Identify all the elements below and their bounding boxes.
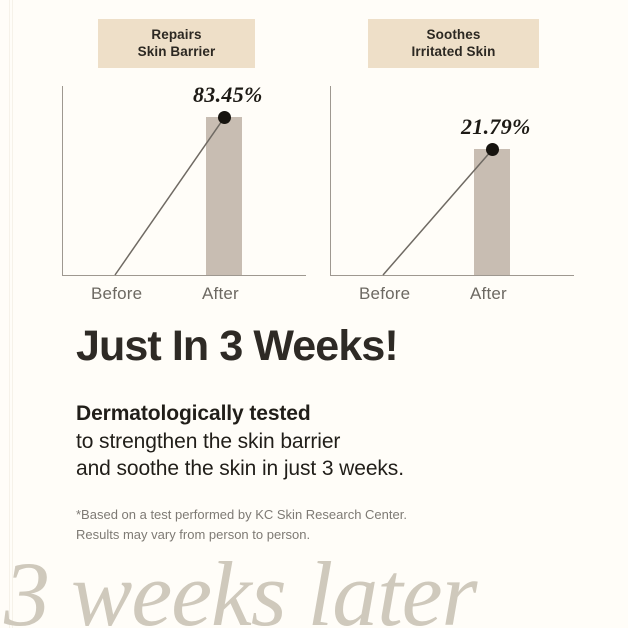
- page-headline: Just In 3 Weeks!: [76, 322, 399, 370]
- chart-plot-area: 21.79% Before After: [326, 84, 574, 303]
- bar-after: [206, 116, 242, 275]
- benefit-badge-line1: Repairs: [151, 27, 202, 42]
- body-copy-line3: and soothe the skin in just 3 weeks.: [76, 457, 404, 480]
- value-marker-dot: [218, 111, 231, 124]
- benefit-badge-soothes: Soothes Irritated Skin: [368, 19, 539, 68]
- disclaimer-line2: Results may vary from person to person.: [76, 527, 311, 542]
- x-tick-before: Before: [359, 284, 411, 303]
- chart-plot-area: 83.45% Before After: [58, 82, 306, 303]
- trend-line: [114, 117, 225, 276]
- disclaimer-line1: *Based on a test performed by KC Skin Re…: [76, 507, 407, 522]
- bar-after: [474, 148, 510, 275]
- x-axis-line: [62, 274, 306, 276]
- value-label-after: 21.79%: [461, 114, 531, 139]
- trend-line: [382, 149, 493, 276]
- benefit-badge-line1: Soothes: [426, 27, 481, 42]
- edge-artifact-line: [12, 0, 13, 628]
- y-axis-line: [330, 86, 332, 276]
- x-tick-after: After: [202, 284, 239, 303]
- body-copy-line1: Dermatologically tested: [76, 402, 311, 425]
- x-tick-after: After: [470, 284, 507, 303]
- x-tick-before: Before: [91, 284, 143, 303]
- disclaimer: *Based on a test performed by KC Skin Re…: [76, 505, 407, 545]
- benefit-badge-line2: Skin Barrier: [137, 44, 216, 59]
- watermark-text: 3 weeks later: [4, 543, 477, 628]
- benefit-badge-line2: Irritated Skin: [411, 44, 496, 59]
- value-label-after: 83.45%: [193, 82, 263, 107]
- benefit-badge-repairs: Repairs Skin Barrier: [98, 19, 255, 68]
- x-axis-line: [330, 274, 574, 276]
- edge-artifact-line: [9, 0, 10, 628]
- chart-soothes-irritated-skin: 21.79% Before After: [326, 84, 574, 303]
- value-marker-dot: [486, 143, 499, 156]
- chart-repairs-skin-barrier: 83.45% Before After: [58, 82, 306, 303]
- y-axis-line: [62, 86, 64, 276]
- body-copy-line2: to strengthen the skin barrier: [76, 429, 341, 453]
- body-copy: Dermatologically tested to strengthen th…: [76, 400, 404, 483]
